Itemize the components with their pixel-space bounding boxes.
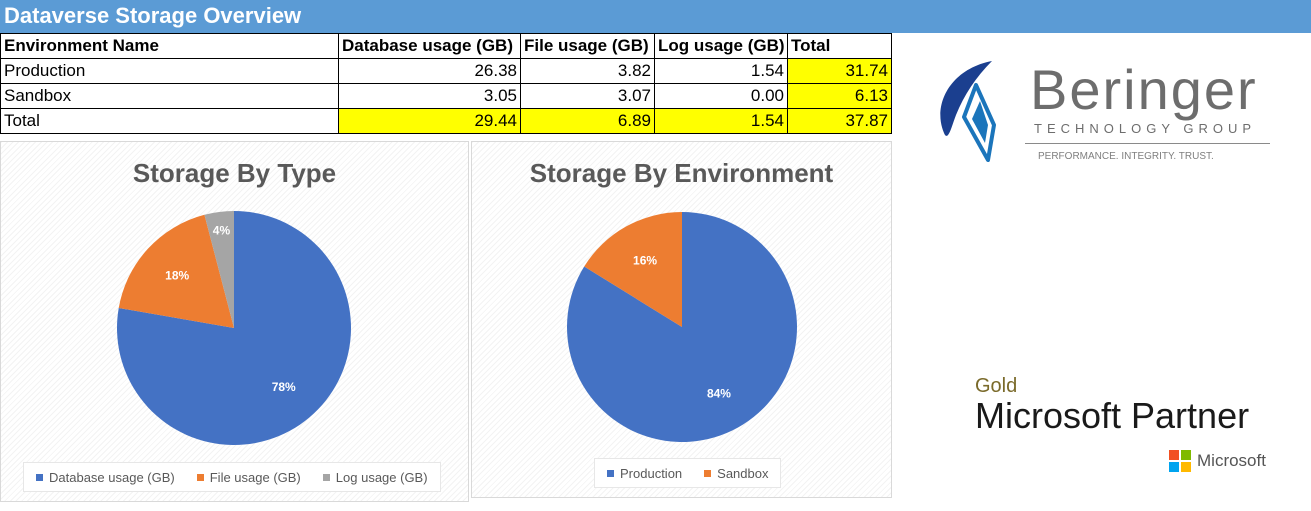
- chart-storage-by-environment: Storage By Environment 84% 16% Production…: [471, 141, 892, 498]
- brand-name: Beringer: [1030, 58, 1258, 121]
- legend-label: Sandbox: [717, 465, 769, 481]
- beringer-mark-icon: [940, 61, 996, 162]
- chart-legend: Database usage (GB) File usage (GB) Log …: [23, 462, 441, 492]
- data-label: 4%: [213, 224, 231, 238]
- legend-swatch: [704, 469, 712, 477]
- cell-environment: Sandbox: [0, 83, 339, 109]
- column-header-total: Total: [787, 33, 892, 59]
- cell-database: 29.44: [338, 108, 521, 134]
- chart-legend: Production Sandbox: [594, 458, 782, 488]
- data-label: 16%: [633, 254, 657, 268]
- legend-item: Log usage (GB): [322, 469, 428, 485]
- cell-total: 31.74: [787, 58, 892, 84]
- brand-divider: [1025, 143, 1270, 144]
- microsoft-windows-icon: [1169, 450, 1191, 472]
- page-title: Dataverse Storage Overview: [4, 3, 302, 28]
- cell-environment: Total: [0, 108, 339, 134]
- legend-label: File usage (GB): [209, 469, 301, 485]
- microsoft-wordmark: Microsoft: [1197, 451, 1266, 470]
- partner-level: Gold: [975, 375, 1018, 397]
- pie-slice: [204, 211, 234, 328]
- cell-file: 6.89: [520, 108, 655, 134]
- partner-name: Microsoft Partner: [975, 395, 1250, 436]
- column-header-database: Database usage (GB): [338, 33, 521, 59]
- brand-tagline: PERFORMANCE. INTEGRITY. TRUST.: [1038, 151, 1214, 162]
- column-header-log: Log usage (GB): [654, 33, 788, 59]
- legend-swatch: [607, 469, 614, 477]
- legend-swatch: [322, 473, 330, 481]
- data-label: 84%: [707, 386, 731, 400]
- column-header-environment: Environment Name: [0, 33, 339, 59]
- legend-item: Database usage (GB): [36, 470, 175, 485]
- legend-item: File usage (GB): [196, 469, 301, 485]
- legend-swatch: [196, 473, 204, 481]
- cell-log: 1.54: [654, 58, 788, 84]
- chart-title: Storage By Environment: [529, 158, 834, 188]
- legend-label: Log usage (GB): [335, 469, 428, 485]
- chart-title: Storage By Type: [132, 158, 337, 188]
- table-row: Production 26.38 3.82 1.54 31.74: [0, 58, 892, 84]
- microsoft-logo: Microsoft: [1169, 450, 1266, 472]
- cell-total: 37.87: [787, 108, 892, 134]
- title-bar: Dataverse Storage Overview: [0, 0, 1311, 33]
- cell-total: 6.13: [787, 83, 892, 109]
- legend-item: Sandbox: [704, 466, 768, 481]
- beringer-logo: Beringer TECHNOLOGY GROUP PERFORMANCE. I…: [930, 55, 1290, 175]
- column-header-file: File usage (GB): [520, 33, 655, 59]
- brand-subtitle: TECHNOLOGY GROUP: [1034, 121, 1257, 136]
- data-label: 78%: [272, 380, 296, 394]
- storage-table: Environment Name Database usage (GB) Fil…: [0, 33, 892, 134]
- pie-slice: [118, 214, 234, 328]
- legend-label: Database usage (GB): [49, 469, 175, 485]
- chart-storage-by-type: Storage By Type 78% 18% 4% Database usage …: [0, 141, 469, 502]
- cell-file: 3.82: [520, 58, 655, 84]
- legend-label: Production: [620, 465, 683, 481]
- cell-database: 3.05: [338, 83, 521, 109]
- table-row-total: Total 29.44 6.89 1.54 37.87: [0, 108, 892, 134]
- cell-log: 1.54: [654, 108, 788, 134]
- cell-database: 26.38: [338, 58, 521, 84]
- table-header-row: Environment Name Database usage (GB) Fil…: [0, 33, 892, 59]
- pie-chart: 78% 18% 4%: [117, 211, 351, 445]
- data-label: 18%: [165, 269, 189, 283]
- cell-log: 0.00: [654, 83, 788, 109]
- table-row: Sandbox 3.05 3.07 0.00 6.13: [0, 83, 892, 109]
- pie-slice: [584, 212, 682, 327]
- cell-environment: Production: [0, 58, 339, 84]
- legend-item: Production: [607, 466, 682, 481]
- pie-chart: 84% 16%: [567, 212, 797, 442]
- legend-swatch: [36, 473, 43, 481]
- microsoft-partner-badge: Gold Microsoft Partner Microsoft: [975, 375, 1295, 485]
- cell-file: 3.07: [520, 83, 655, 109]
